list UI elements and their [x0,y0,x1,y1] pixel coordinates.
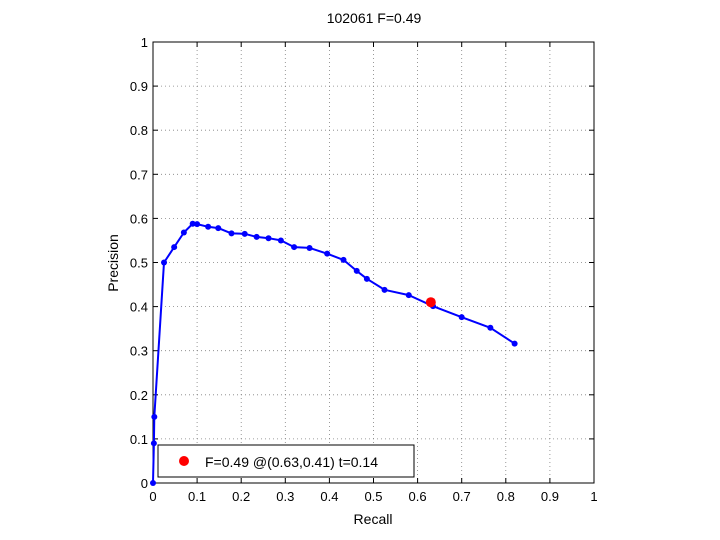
x-tick-label: 0.6 [409,489,427,504]
series-point [458,314,465,321]
x-tick-label: 0.4 [320,489,338,504]
series-layer [150,220,518,486]
x-tick-label: 0 [149,489,156,504]
series-point [180,229,187,236]
grid-lines [153,42,594,483]
series-point [150,440,157,447]
x-tick-label: 0.1 [188,489,206,504]
legend-box [157,444,415,478]
x-tick-label: 0.7 [453,489,471,504]
y-tick-label: 0.8 [130,123,148,138]
y-axis-label: Precision [105,234,121,292]
series-point [241,230,248,237]
y-tick-label: 0.1 [130,432,148,447]
series-point [215,225,222,232]
y-tick-label: 1 [141,35,148,50]
x-tick-labels: 0 0.1 0.2 0.3 0.4 0.5 0.6 0.7 0.8 0.9 1 [149,489,597,504]
series-point [324,250,331,257]
series-point [253,233,260,240]
series-point [405,292,412,299]
legend: F=0.49 @(0.63,0.41) t=0.14 [157,444,415,478]
series-point [171,244,178,251]
x-tick-label: 0.8 [497,489,515,504]
x-tick-label: 0.5 [364,489,382,504]
y-tick-labels: 0 0.1 0.2 0.3 0.4 0.5 0.6 0.7 0.8 0.9 1 [130,35,148,491]
legend-label: F=0.49 @(0.63,0.41) t=0.14 [205,454,378,470]
y-tick-label: 0.4 [130,300,148,315]
series-point [277,237,284,244]
x-axis-label: Recall [354,511,393,527]
series-point [150,480,156,486]
series-point [151,413,158,420]
series-point [487,324,494,331]
legend-marker-best-f [179,456,189,466]
series-point [306,244,313,251]
y-tick-label: 0.6 [130,211,148,226]
y-tick-label: 0 [141,476,148,491]
y-tick-label: 0.2 [130,388,148,403]
y-tick-label: 0.5 [130,256,148,271]
series-point [353,267,360,274]
series-point [228,230,235,237]
series-point [205,223,212,230]
x-tick-label: 1 [590,489,597,504]
series-point [381,286,388,293]
series-point [265,235,272,242]
chart-title: 102061 F=0.49 [327,10,422,26]
series-point [363,275,370,282]
best-point-layer [425,297,436,308]
x-tick-label: 0.2 [232,489,250,504]
y-tick-label: 0.9 [130,79,148,94]
best-f-point [425,297,436,308]
series-point [511,340,518,347]
x-tick-label: 0.3 [276,489,294,504]
y-tick-label: 0.3 [130,344,148,359]
series-point [194,221,201,228]
series-point [291,244,298,251]
x-tick-label: 0.9 [541,489,559,504]
series-point [161,259,168,266]
series-point [189,220,196,227]
y-tick-label: 0.7 [130,167,148,182]
axis-ticks [152,41,595,484]
series-point [340,256,347,263]
plot-area-frame [152,41,595,484]
